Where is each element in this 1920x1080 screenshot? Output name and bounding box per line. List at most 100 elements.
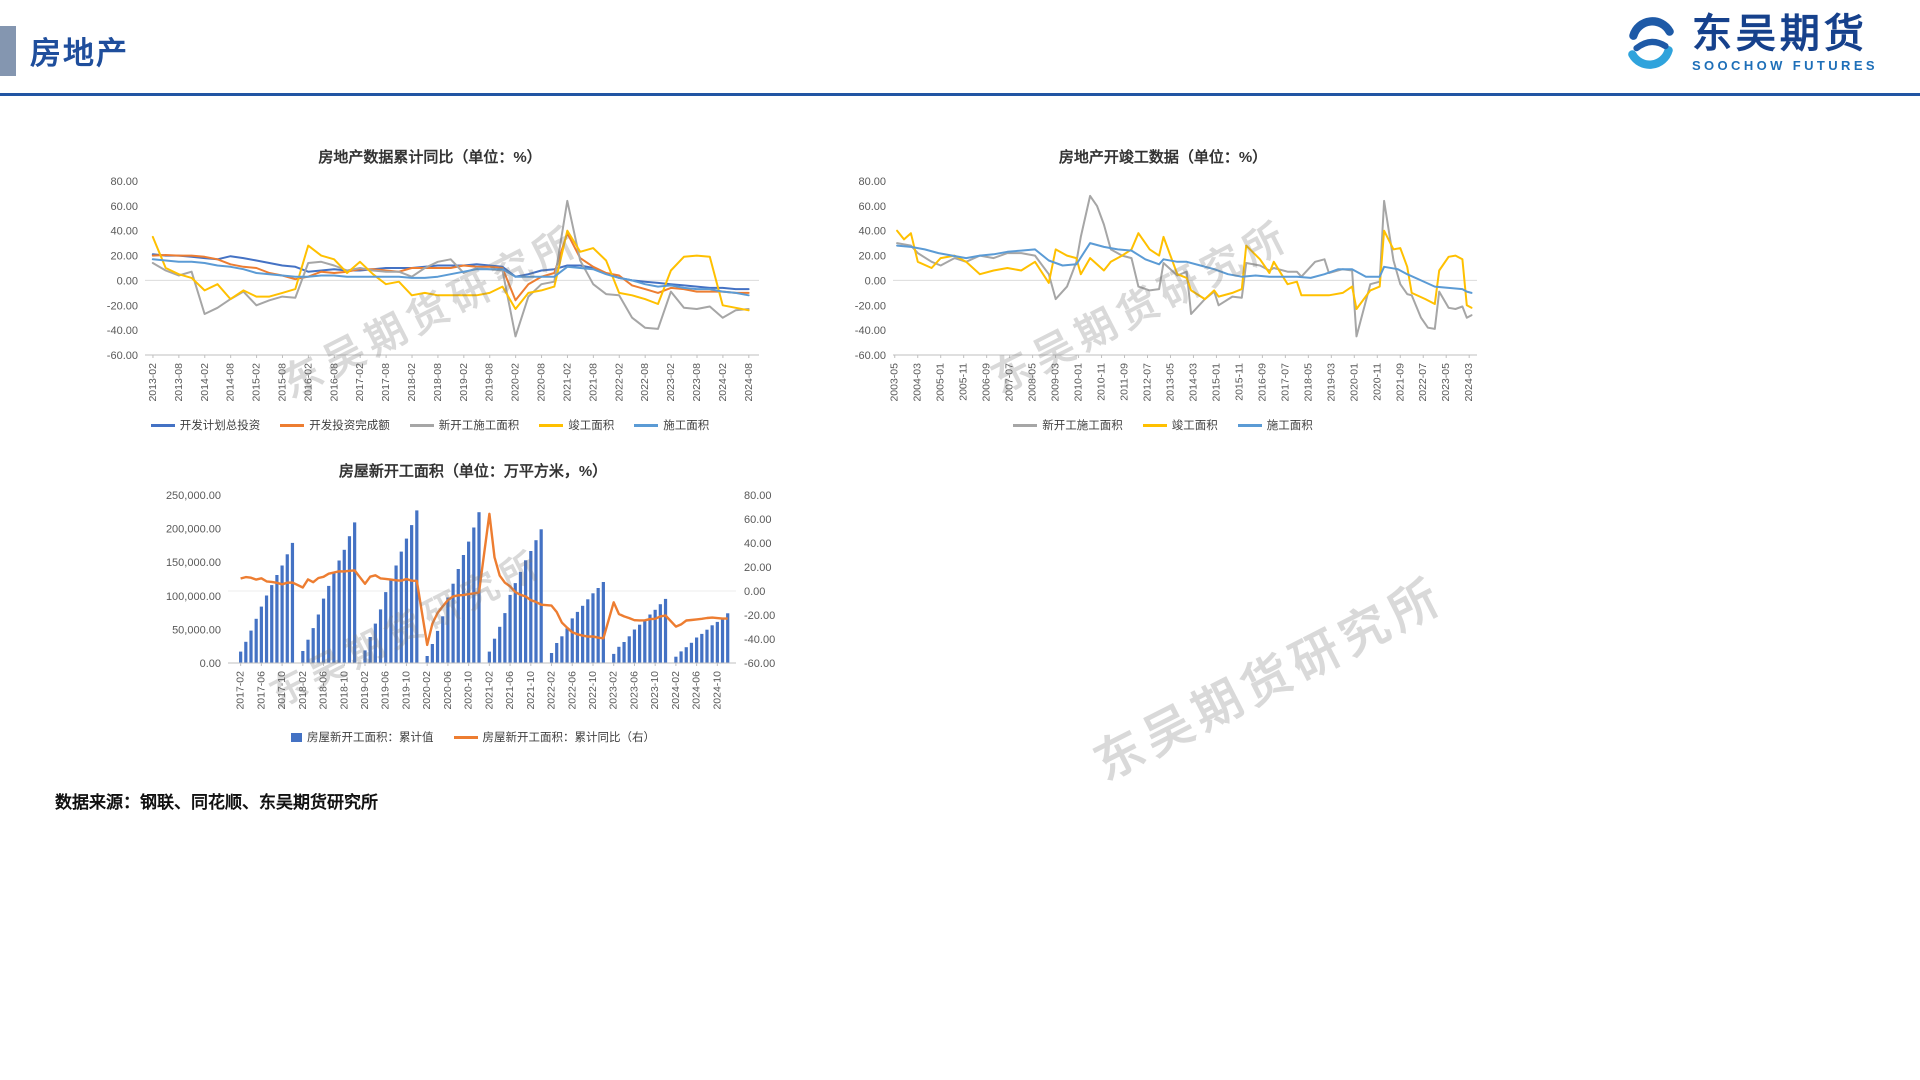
- x-tick-label: 2020-10: [463, 671, 475, 710]
- x-tick-label: 2021-09: [1394, 363, 1406, 402]
- brand-logo-icon: [1628, 16, 1674, 69]
- x-tick-label: 2021-10: [525, 671, 537, 710]
- bar: [239, 651, 243, 663]
- bar: [378, 609, 383, 663]
- bar: [259, 606, 263, 663]
- x-tick-label: 2007-07: [1004, 363, 1016, 402]
- x-tick-label: 2023-06: [628, 671, 640, 710]
- chart-title: 房屋新开工面积（单位：万平方米，%）: [338, 463, 608, 480]
- left-y-tick-label: 50,000.00: [172, 624, 221, 636]
- legend-line-swatch: [280, 423, 305, 427]
- left-y-tick-label: 100,000.00: [166, 591, 221, 603]
- x-tick-label: 2005-01: [935, 363, 947, 402]
- x-tick-label: 2010-01: [1073, 363, 1085, 402]
- series-line-0: [151, 253, 750, 291]
- x-tick-label: 2009-03: [1050, 363, 1062, 402]
- x-tick-label: 2020-02: [421, 671, 433, 710]
- x-tick-label: 2018-02: [297, 671, 309, 710]
- bar: [394, 565, 398, 663]
- left-y-tick-label: 250,000.00: [166, 490, 221, 502]
- bar: [410, 525, 414, 663]
- x-tick-label: 2003-05: [889, 363, 901, 402]
- bar: [446, 597, 450, 663]
- page-title: 房地产: [30, 36, 129, 71]
- y-tick-label: 60.00: [110, 201, 138, 213]
- bar: [679, 651, 683, 663]
- legend-label: 竣工面积: [568, 420, 615, 432]
- x-tick-label: 2017-08: [380, 363, 392, 402]
- bar: [368, 637, 372, 663]
- bar: [275, 575, 279, 663]
- x-tick-label: 2024-02: [717, 363, 729, 402]
- chart-canvas: -60.00 -40.00 -20.00 0.00 20.00 40.00 60.00 80.…: [855, 176, 1477, 402]
- right-y-tick-label: 60.00: [744, 514, 772, 526]
- bar: [627, 636, 631, 663]
- x-tick-label: 2020-02: [510, 363, 522, 402]
- x-tick-label: 2016-09: [1256, 363, 1268, 402]
- watermark: 东吴期货研究所: [1086, 568, 1454, 791]
- x-tick-label: 2021-06: [504, 671, 516, 710]
- bar: [363, 650, 367, 663]
- bar: [461, 555, 466, 663]
- bar: [596, 588, 600, 663]
- y-tick-label: 80.00: [110, 176, 138, 188]
- bar: [648, 614, 652, 663]
- x-tick-label: 2019-03: [1325, 363, 1337, 402]
- legend-label: 开发计划总投资: [179, 420, 261, 432]
- x-tick-label: 2019-10: [400, 671, 412, 710]
- bar: [518, 571, 523, 663]
- bar: [529, 551, 533, 663]
- x-tick-label: 2015-01: [1210, 363, 1222, 402]
- bar: [290, 542, 295, 663]
- x-tick-label: 2015-08: [276, 363, 288, 402]
- legend-label: 施工面积: [663, 420, 710, 432]
- x-tick-label: 2023-05: [1440, 363, 1452, 402]
- legend-label: 新开工施工面积: [438, 420, 520, 432]
- x-tick-label: 2015-11: [1233, 363, 1245, 401]
- bar: [663, 598, 668, 663]
- series-line-1: [896, 229, 1473, 310]
- chart-legend: 房屋新开工面积：累计值 房屋新开工面积：累计同比（右）: [148, 729, 798, 745]
- legend-item: 竣工面积: [539, 417, 614, 433]
- chart-canvas: -60.00 -40.00 -20.00 0.00 20.00 40.00 60.00 80.…: [107, 176, 759, 402]
- bar: [715, 621, 719, 663]
- x-tick-label: 2020-11: [1371, 363, 1383, 401]
- bar: [539, 529, 543, 663]
- y-tick-label: 80.00: [858, 176, 886, 188]
- chart-legend: 新开工施工面积 竣工面积 施工面积: [833, 417, 1493, 433]
- legend-line-swatch: [634, 423, 659, 427]
- right-y-tick-label: -60.00: [744, 658, 775, 670]
- legend-bar-swatch: [291, 732, 302, 742]
- bar: [622, 642, 626, 663]
- bar: [503, 613, 507, 663]
- x-tick-label: 2016-08: [328, 363, 340, 402]
- bar: [430, 644, 434, 663]
- bar: [513, 583, 517, 663]
- right-y-tick-label: -20.00: [744, 610, 775, 622]
- bar: [244, 641, 248, 663]
- x-tick-label: 2022-07: [1417, 363, 1429, 402]
- x-tick-label: 2023-08: [691, 363, 703, 402]
- bar: [404, 538, 409, 663]
- x-tick-label: 2024-08: [743, 363, 755, 402]
- y-tick-label: 0.00: [865, 275, 886, 287]
- x-tick-label: 2006-09: [981, 363, 993, 402]
- legend-line-swatch: [1237, 423, 1262, 427]
- bar: [643, 620, 647, 663]
- legend-item: 施工面积: [634, 417, 709, 433]
- x-tick-label: 2014-08: [225, 363, 237, 402]
- y-tick-label: 20.00: [858, 251, 886, 263]
- chart-legend: 开发计划总投资 开发投资完成额 新开工施工面积 竣工面积 施工面积: [85, 417, 775, 433]
- bar: [342, 549, 346, 663]
- chart-starts-completions: 房地产开竣工数据（单位：%） -60.00 -40.00 -20.00 0.00 20.…: [833, 146, 1493, 433]
- legend-item: 新开工施工面积: [409, 417, 520, 433]
- bar: [586, 599, 590, 663]
- bar: [601, 582, 605, 663]
- y-tick-label: -40.00: [107, 325, 138, 337]
- bar: [555, 643, 559, 663]
- bar: [632, 629, 637, 663]
- bar: [337, 560, 341, 663]
- bar: [347, 536, 352, 663]
- y-tick-label: -40.00: [855, 325, 886, 337]
- bar: [498, 626, 502, 663]
